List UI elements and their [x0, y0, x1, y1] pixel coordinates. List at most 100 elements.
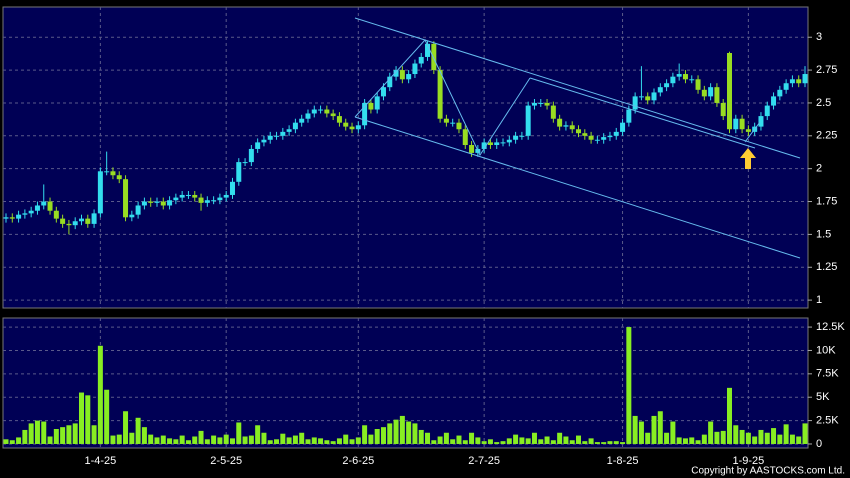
candle-body — [519, 135, 525, 137]
volume-bar — [267, 440, 273, 444]
volume-bar — [242, 436, 248, 444]
volume-bar — [318, 438, 324, 444]
candle-body — [481, 142, 487, 149]
volume-bar — [576, 435, 582, 444]
volume-bar — [192, 436, 198, 444]
volume-bar — [148, 434, 154, 444]
volume-bar — [802, 423, 808, 444]
candle-body — [701, 89, 707, 97]
volume-bar — [311, 437, 317, 444]
volume-bar — [399, 415, 405, 444]
volume-bar — [355, 437, 361, 444]
price-panel — [2, 6, 809, 309]
candle-body — [97, 171, 103, 214]
volume-bar — [638, 421, 644, 444]
candle-body — [192, 194, 198, 198]
candle-body — [513, 135, 519, 140]
volume-bar — [110, 435, 116, 444]
candle-body — [248, 148, 254, 163]
candle-body — [211, 200, 217, 202]
volume-bar — [525, 438, 531, 444]
volume-bar — [274, 439, 280, 444]
volume-bar — [777, 434, 783, 444]
volume-bar — [141, 427, 147, 444]
candle-body — [418, 56, 424, 64]
candle-body — [28, 210, 34, 214]
volume-bar — [22, 429, 28, 444]
volume-bar — [462, 440, 468, 444]
candle-body — [689, 79, 695, 81]
candle-body — [129, 214, 135, 218]
candle-body — [613, 131, 619, 136]
candle-body — [550, 105, 556, 119]
volume-bar — [469, 432, 475, 444]
volume-bar — [116, 434, 122, 444]
volume-bar — [563, 436, 569, 444]
candle-body — [116, 175, 122, 180]
volume-bar — [97, 345, 103, 444]
volume-bar — [91, 425, 97, 444]
volume-bar — [229, 438, 235, 444]
candle-body — [538, 102, 544, 104]
candle-body — [387, 76, 393, 88]
volume-bar — [500, 441, 506, 444]
volume-bar — [544, 436, 550, 444]
candle-body — [78, 218, 84, 222]
candle-body — [563, 125, 569, 127]
volume-bar — [796, 436, 802, 444]
y-tick-label: 2.75 — [816, 64, 837, 76]
candle-body — [500, 142, 506, 144]
candle-body — [368, 102, 374, 110]
volume-bar — [324, 440, 330, 444]
candle-body — [53, 210, 59, 219]
candle-body — [179, 194, 185, 198]
volume-bar — [217, 437, 223, 444]
volume-bar — [569, 440, 575, 444]
candle-body — [632, 96, 638, 110]
candle-body — [708, 87, 714, 97]
candle-body — [3, 217, 9, 219]
candle-body — [594, 139, 600, 141]
y-tick-label: 2 — [816, 163, 822, 175]
candle-body — [393, 70, 399, 77]
volume-bar — [204, 439, 210, 444]
volume-bar — [727, 387, 733, 444]
volume-bar — [368, 434, 374, 444]
volume-bar — [412, 423, 418, 444]
volume-bar — [34, 420, 40, 444]
volume-bar — [519, 437, 525, 444]
volume-bar — [330, 441, 336, 444]
y-tick-label: 10K — [816, 344, 836, 356]
candle-body — [682, 74, 688, 80]
volume-bar — [343, 434, 349, 444]
candle-body — [104, 171, 110, 173]
volume-bar — [160, 435, 166, 444]
candle-body — [173, 197, 179, 201]
volume-bar — [745, 432, 751, 444]
candle-body — [72, 221, 78, 226]
volume-bar — [664, 432, 670, 444]
candle-body — [299, 118, 305, 123]
trend-line — [529, 77, 756, 149]
candle-body — [217, 197, 223, 201]
candle-body — [437, 70, 443, 119]
candle-body — [638, 96, 644, 98]
candle-body — [796, 79, 802, 84]
volume-bar — [601, 442, 607, 444]
volume-bar — [299, 432, 305, 444]
candle-body — [380, 87, 386, 97]
volume-bar — [154, 437, 160, 444]
volume-bar — [167, 438, 173, 444]
volume-bar — [594, 442, 600, 444]
volume-bar — [60, 427, 66, 444]
volume-bar — [179, 435, 185, 444]
volume-bar — [211, 435, 217, 444]
volume-bar — [185, 440, 191, 444]
volume-bar — [28, 423, 34, 444]
candle-body — [739, 118, 745, 130]
volume-bar — [406, 421, 412, 444]
candle-body — [720, 102, 726, 117]
volume-bar — [632, 415, 638, 444]
volume-bar — [236, 422, 242, 444]
volume-bar — [305, 439, 311, 444]
